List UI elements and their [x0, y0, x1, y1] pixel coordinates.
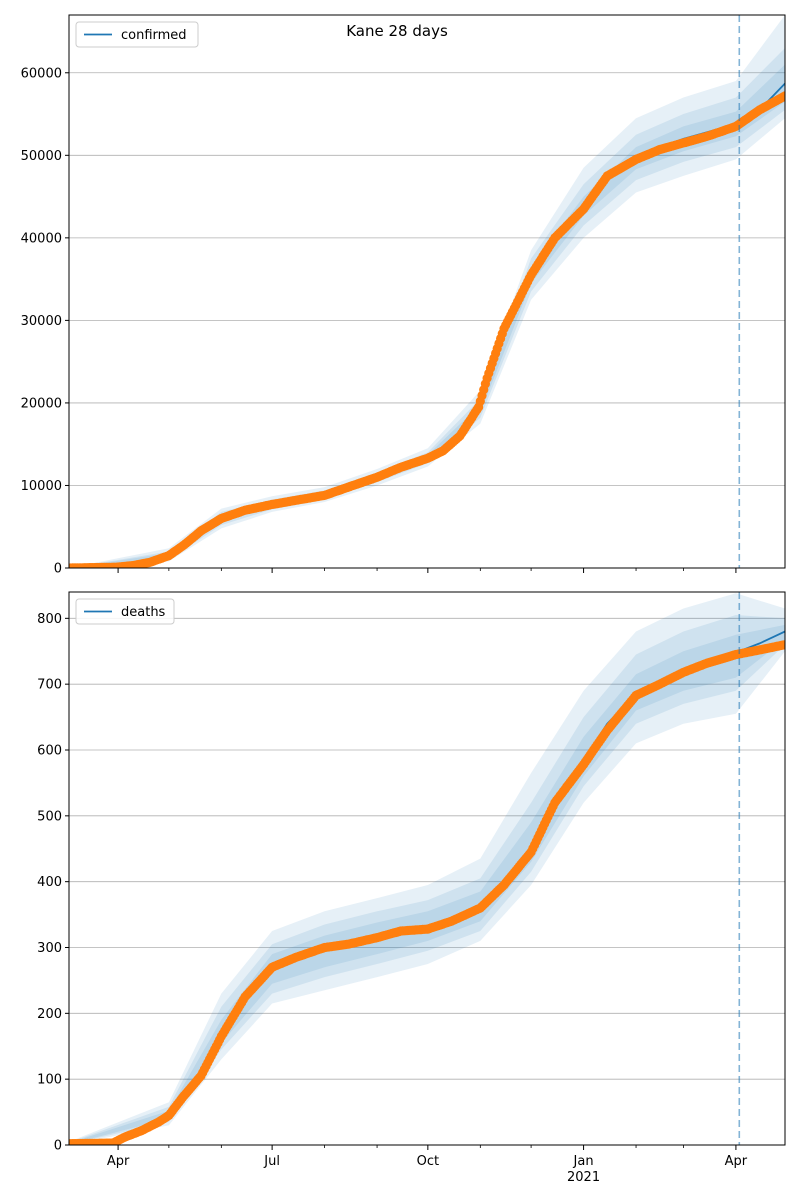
y-tick-label: 0 [54, 562, 62, 577]
confidence-band-3 [69, 624, 785, 1145]
x-tick-label: Apr [725, 1154, 748, 1169]
legend-box [75, 598, 175, 625]
plot-area [69, 593, 785, 1145]
axes-frame [68, 14, 786, 569]
legend: confirmed [75, 21, 199, 48]
chart-title: Kane 28 days [346, 22, 448, 40]
axes-frame [68, 591, 786, 1146]
y-tick-label: 20000 [21, 396, 62, 411]
x-tick-label: Jan [573, 1154, 594, 1169]
y-tick-label: 500 [37, 809, 62, 824]
confidence-band-3 [69, 64, 785, 568]
y-tick-label: 800 [37, 612, 62, 627]
x-tick-sublabel: 2021 [567, 1170, 600, 1185]
legend-box [75, 21, 199, 48]
y-tick-label: 300 [37, 941, 62, 956]
y-tick-label: 200 [37, 1007, 62, 1022]
y-tick-label: 700 [37, 678, 62, 693]
chart-panel-confirmed: 0 10000 20000 30000 40000 50000 60000 confirmed [21, 14, 786, 577]
data-point [780, 640, 785, 650]
confidence-band-2 [69, 48, 785, 568]
y-tick-label: 10000 [21, 479, 62, 494]
plot-area [69, 15, 785, 568]
legend: deaths [75, 598, 175, 625]
y-tick-label: 100 [37, 1073, 62, 1088]
observed-series [69, 640, 785, 1145]
y-tick-label: 0 [54, 1139, 62, 1154]
x-tick-label: Jul [263, 1154, 280, 1169]
data-point [780, 91, 785, 101]
y-tick-label: 60000 [21, 66, 62, 81]
legend-label: deaths [121, 605, 166, 620]
y-tick-label: 400 [37, 875, 62, 890]
confidence-band-1 [69, 15, 785, 568]
x-tick-label: Oct [417, 1154, 439, 1169]
legend-label: confirmed [121, 28, 187, 43]
x-tick-label: Apr [107, 1154, 130, 1169]
observed-series [69, 91, 785, 568]
chart-panel-deaths: 0 100 200 300 400 500 600 700 800 Apr Jul Oct Jan202… [37, 591, 786, 1185]
y-tick-label: 30000 [21, 314, 62, 329]
y-tick-label: 600 [37, 744, 62, 759]
confidence-band-2 [69, 615, 785, 1145]
y-tick-label: 40000 [21, 231, 62, 246]
y-tick-label: 50000 [21, 149, 62, 164]
